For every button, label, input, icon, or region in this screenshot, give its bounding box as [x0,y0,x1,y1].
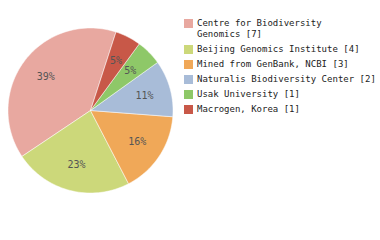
html-text:Mined from GenBank, NCBI [3]: Mined from GenBank, NCBI [3] [197,59,349,69]
html-text:Beijing Genomics Institute [4]: Beijing Genomics Institute [4] [197,44,360,54]
svg-text:5%: 5% [110,55,122,66]
svg-text:23%: 23% [68,159,86,170]
svg-text:39%: 39% [37,71,55,82]
svg-text:5%: 5% [124,65,136,76]
html-text:Centre for Biodiversity Genomi: Centre for Biodiversity Genomics [7] [197,18,322,39]
html-text:Usak University [1]: Usak University [1] [197,89,300,99]
html-text:Naturalis Biodiversity Center: Naturalis Biodiversity Center [2] [197,74,376,84]
html-text:Macrogen, Korea [1]: Macrogen, Korea [1] [197,104,300,114]
svg-text:11%: 11% [136,90,154,101]
svg-text:16%: 16% [128,136,146,147]
